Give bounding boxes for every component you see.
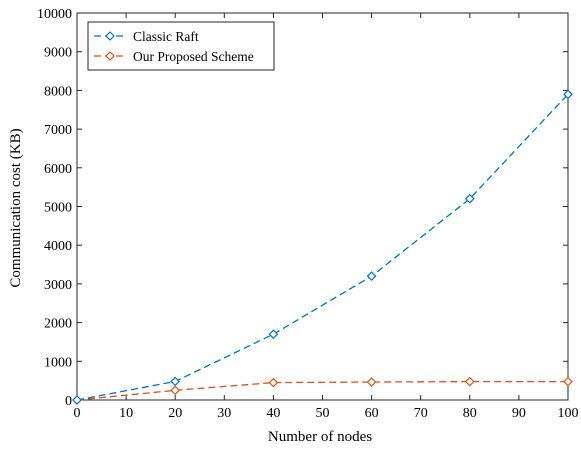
legend-item: Our Proposed Scheme [94,49,254,64]
x-tick-label: 60 [365,406,379,421]
y-tick-label: 6000 [44,162,72,177]
x-tick-label: 100 [558,406,579,421]
y-tick-label: 0 [65,394,72,409]
y-tick-label: 3000 [44,278,72,293]
data-point [170,376,181,387]
data-point [464,376,475,387]
x-tick-label: 10 [119,406,133,421]
data-point [563,376,573,387]
data-point [170,385,181,396]
legend-label: Our Proposed Scheme [133,49,254,64]
legend-box [87,21,275,71]
series-0 [72,89,573,405]
data-point [268,329,279,340]
x-tick-label: 70 [414,406,428,421]
data-point [366,377,377,387]
data-point [563,89,573,100]
x-tick-label: 80 [463,406,477,421]
legend-item: Classic Raft [94,29,199,44]
legend-marker [105,51,115,61]
series-line [76,380,568,401]
y-tick-label: 8000 [44,84,72,99]
x-tick-label: 40 [266,406,280,421]
data-point [72,395,82,405]
y-tick-label: 10000 [37,7,72,22]
legend-label: Classic Raft [133,29,199,44]
y-tick-label: 7000 [44,123,72,138]
series-1 [72,376,573,405]
x-tick-label: 0 [74,406,81,421]
legend-marker [105,31,115,41]
series-layer [72,89,573,405]
x-axis-label: Number of nodes [268,429,372,445]
data-point [464,193,475,204]
x-axis-ticks: 0 10 20 30 40 50 60 70 80 90 100 [74,13,579,421]
y-tick-label: 4000 [44,239,72,254]
y-axis-ticks: 0 1000 2000 3000 4000 5000 6000 7000 8000 9000 100… [37,7,568,409]
data-point [366,271,377,282]
y-tick-label: 2000 [44,317,72,332]
x-tick-label: 30 [217,406,231,421]
x-tick-label: 90 [512,406,526,421]
y-axis-label: Communication cost (KB) [8,128,24,287]
series-line [76,93,569,401]
y-tick-label: 1000 [44,355,72,370]
legend: Classic Raft Our Proposed Scheme [87,21,275,71]
y-tick-label: 9000 [44,46,72,61]
y-tick-label: 5000 [44,201,72,216]
x-tick-label: 20 [168,406,182,421]
data-point [268,377,279,388]
x-tick-label: 50 [316,406,330,421]
